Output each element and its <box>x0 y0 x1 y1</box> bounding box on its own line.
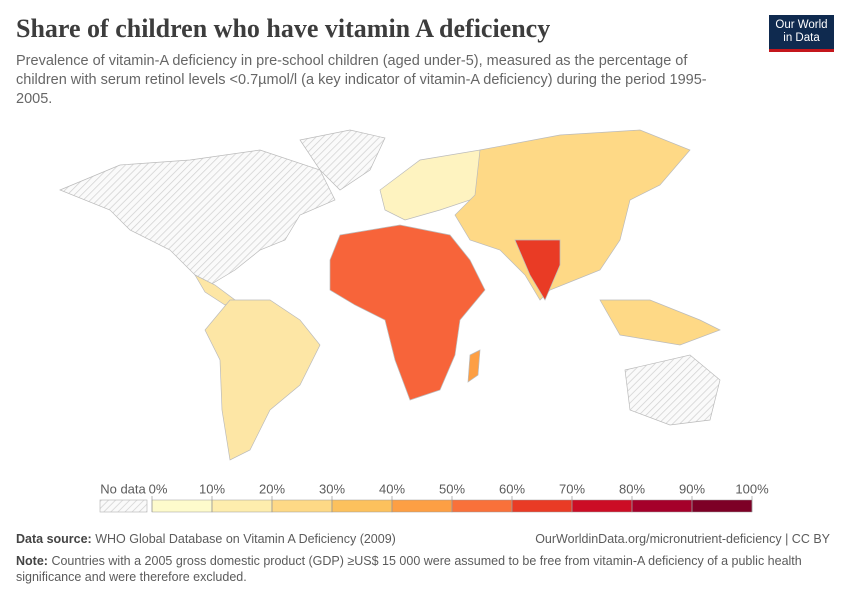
legend-tick-label: 100% <box>735 481 769 496</box>
note-label: Note: <box>16 554 48 568</box>
legend-tick-label: 10% <box>199 481 225 496</box>
legend-swatch <box>271 499 333 513</box>
logo[interactable]: Our World in Data <box>769 15 834 52</box>
legend-tick-label: 80% <box>619 481 645 496</box>
no-data-label: No data <box>100 481 146 496</box>
legend-tick-label: 70% <box>559 481 585 496</box>
legend-swatch <box>511 499 573 513</box>
legend-swatch <box>691 499 753 513</box>
legend-tick-label: 30% <box>319 481 345 496</box>
land-madagascar <box>467 349 481 383</box>
legend: No data 0% 10% 20% 30% 40% 50% 60% 70% 80% 90% 100% <box>99 481 769 513</box>
land-southeast-asia <box>599 299 721 346</box>
logo-line: Our World <box>775 19 828 31</box>
land-south-asia <box>514 239 561 301</box>
world-map <box>59 129 721 461</box>
land-greenland <box>299 129 386 191</box>
legend-swatch <box>631 499 693 513</box>
source: Data source: WHO Global Database on Vita… <box>16 532 396 546</box>
land-australia <box>624 354 721 426</box>
subtitle: Prevalence of vitamin-A deficiency in pr… <box>16 53 707 107</box>
source-label: Data source: <box>16 532 92 546</box>
title: Share of children who have vitamin A def… <box>16 14 551 43</box>
legend-tick-label: 0% <box>149 481 168 496</box>
legend-tick-label: 50% <box>439 481 465 496</box>
legend-swatch <box>151 499 213 513</box>
legend-tick-label: 60% <box>499 481 525 496</box>
land-south-america <box>204 299 321 461</box>
land-africa <box>329 224 486 401</box>
legend-swatch <box>451 499 513 513</box>
no-data-swatch <box>99 499 148 513</box>
land-asia <box>454 129 691 301</box>
legend-swatch <box>391 499 453 513</box>
legend-tick-label: 90% <box>679 481 705 496</box>
legend-swatch <box>331 499 393 513</box>
source-text: WHO Global Database on Vitamin A Deficie… <box>95 532 396 546</box>
note: Note: Countries with a 2005 gross domest… <box>16 553 836 585</box>
legend-tick-label: 40% <box>379 481 405 496</box>
legend-swatch <box>571 499 633 513</box>
land-north-america <box>59 149 336 286</box>
legend-swatch <box>211 499 273 513</box>
note-text: Countries with a 2005 gross domestic pro… <box>16 554 802 584</box>
logo-line: in Data <box>783 32 820 44</box>
url[interactable]: OurWorldinData.org/micronutrient-deficie… <box>535 532 830 546</box>
legend-tick-label: 20% <box>259 481 285 496</box>
